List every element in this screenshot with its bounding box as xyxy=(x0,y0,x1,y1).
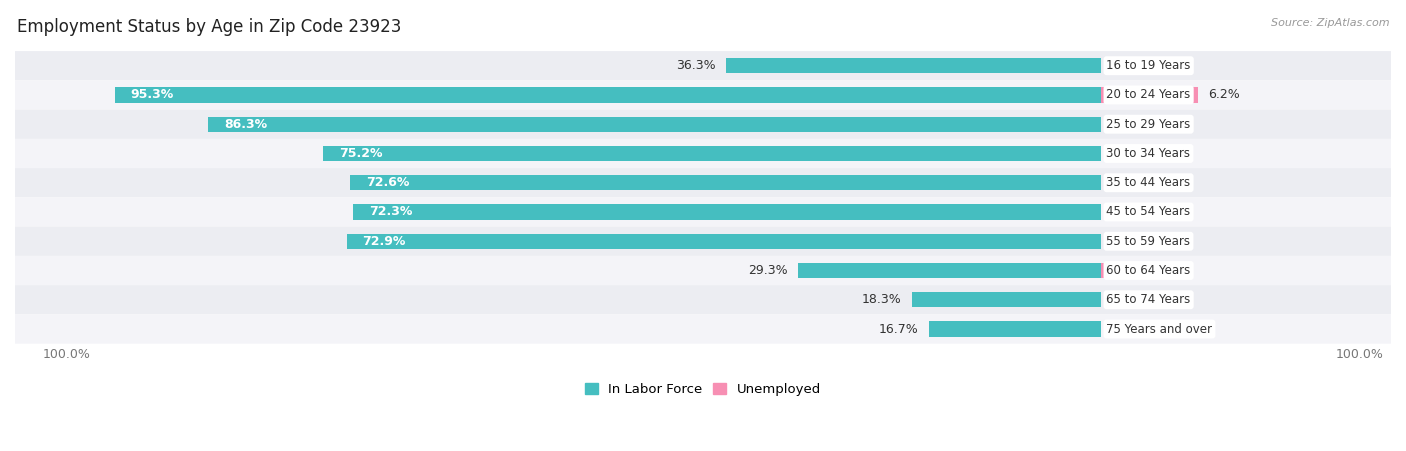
Text: 75 Years and over: 75 Years and over xyxy=(1107,322,1212,336)
Bar xyxy=(353,204,1101,220)
Bar xyxy=(1101,263,1126,278)
Text: 36.3%: 36.3% xyxy=(676,59,716,72)
Text: Source: ZipAtlas.com: Source: ZipAtlas.com xyxy=(1271,18,1389,28)
Text: 0.0%: 0.0% xyxy=(1112,147,1143,160)
FancyBboxPatch shape xyxy=(15,168,1391,198)
Text: 0.0%: 0.0% xyxy=(1112,118,1143,131)
FancyBboxPatch shape xyxy=(15,314,1391,344)
Bar xyxy=(115,87,1101,102)
Text: 45 to 54 Years: 45 to 54 Years xyxy=(1107,206,1191,218)
Text: 86.3%: 86.3% xyxy=(224,118,267,131)
Text: 0.0%: 0.0% xyxy=(1112,206,1143,218)
Text: 0.0%: 0.0% xyxy=(1112,293,1143,306)
Text: Employment Status by Age in Zip Code 23923: Employment Status by Age in Zip Code 239… xyxy=(17,18,401,36)
Text: 65 to 74 Years: 65 to 74 Years xyxy=(1107,293,1191,306)
FancyBboxPatch shape xyxy=(15,256,1391,285)
FancyBboxPatch shape xyxy=(15,110,1391,139)
Bar xyxy=(350,175,1101,190)
Text: 95.3%: 95.3% xyxy=(131,88,174,101)
Bar xyxy=(323,146,1101,161)
Bar xyxy=(912,292,1101,308)
Text: 75.2%: 75.2% xyxy=(339,147,382,160)
Text: 60 to 64 Years: 60 to 64 Years xyxy=(1107,264,1191,277)
Bar xyxy=(928,322,1101,336)
Text: 20 to 24 Years: 20 to 24 Years xyxy=(1107,88,1191,101)
Bar xyxy=(799,263,1101,278)
FancyBboxPatch shape xyxy=(15,51,1391,80)
Legend: In Labor Force, Unemployed: In Labor Force, Unemployed xyxy=(579,378,827,401)
Text: 6.2%: 6.2% xyxy=(1208,88,1240,101)
FancyBboxPatch shape xyxy=(15,80,1391,110)
Text: 35 to 44 Years: 35 to 44 Years xyxy=(1107,176,1191,189)
Text: 0.0%: 0.0% xyxy=(1112,59,1143,72)
Text: 72.9%: 72.9% xyxy=(363,235,406,248)
Text: 1.6%: 1.6% xyxy=(1136,264,1168,277)
Text: 16 to 19 Years: 16 to 19 Years xyxy=(1107,59,1191,72)
Text: 0.0%: 0.0% xyxy=(1112,322,1143,336)
Text: 0.0%: 0.0% xyxy=(1112,176,1143,189)
Text: 0.0%: 0.0% xyxy=(1112,235,1143,248)
Text: 72.6%: 72.6% xyxy=(366,176,409,189)
Text: 16.7%: 16.7% xyxy=(879,322,918,336)
Text: 30 to 34 Years: 30 to 34 Years xyxy=(1107,147,1191,160)
Text: 29.3%: 29.3% xyxy=(748,264,787,277)
FancyBboxPatch shape xyxy=(15,139,1391,168)
Text: 18.3%: 18.3% xyxy=(862,293,901,306)
Bar xyxy=(725,58,1101,74)
Bar xyxy=(347,234,1101,249)
FancyBboxPatch shape xyxy=(15,226,1391,256)
Text: 25 to 29 Years: 25 to 29 Years xyxy=(1107,118,1191,131)
Text: 72.3%: 72.3% xyxy=(368,206,412,218)
FancyBboxPatch shape xyxy=(15,198,1391,226)
FancyBboxPatch shape xyxy=(15,285,1391,314)
Text: 55 to 59 Years: 55 to 59 Years xyxy=(1107,235,1191,248)
Bar xyxy=(1101,87,1198,102)
Bar xyxy=(208,117,1101,132)
